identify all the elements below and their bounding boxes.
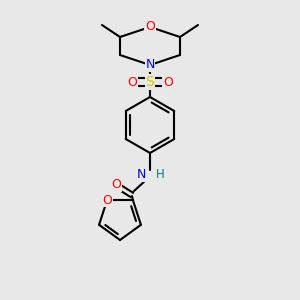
Text: O: O (111, 178, 121, 191)
Text: O: O (145, 20, 155, 34)
Text: N: N (136, 169, 146, 182)
Text: O: O (102, 194, 112, 207)
Text: H: H (156, 169, 165, 182)
Text: N: N (145, 58, 155, 71)
Text: O: O (163, 76, 173, 88)
Text: S: S (146, 75, 154, 89)
Text: O: O (127, 76, 137, 88)
